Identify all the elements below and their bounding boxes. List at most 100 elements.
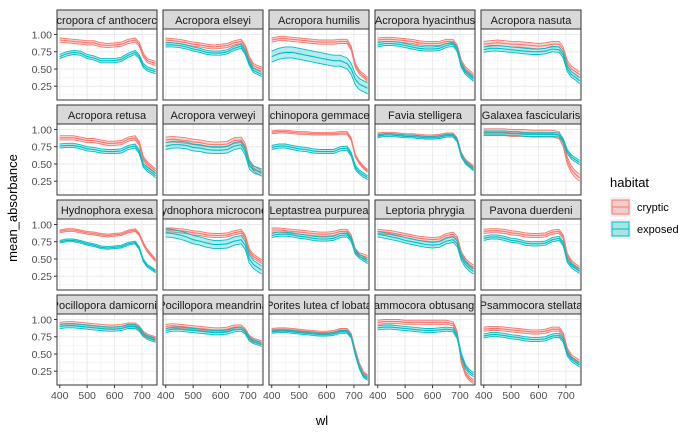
panel-border — [162, 28, 264, 101]
series-line-exposed — [271, 233, 368, 263]
facet-panel: Psammocora stellata 400 500 600 700 — [475, 294, 584, 402]
facet-strip-label: Favia stelligera — [388, 110, 463, 122]
y-tick-label: 0.50 — [32, 349, 53, 361]
panel-border — [162, 123, 264, 196]
ribbon-lower-line-cryptic — [165, 327, 262, 346]
legend-key-cryptic: cryptic — [610, 197, 669, 217]
facet-panel: Leptastrea purpurea — [268, 199, 370, 291]
ribbon-upper-line-cryptic — [59, 321, 156, 338]
y-tick-label: 1.00 — [32, 30, 53, 42]
ribbon-lower-line-cryptic — [165, 231, 262, 265]
ribbon-upper-line-cryptic — [59, 37, 156, 62]
ribbon-upper-line-exposed — [165, 42, 262, 73]
series-line-cryptic — [377, 38, 474, 77]
panel-border — [268, 28, 370, 101]
ribbon-lower-line-exposed — [165, 46, 262, 78]
ribbon-exposed — [59, 143, 156, 178]
y-tick-label: 0.25 — [32, 271, 53, 283]
series-line-exposed — [165, 144, 262, 173]
ribbon-upper-line-cryptic — [271, 129, 368, 170]
ribbon-upper-line-cryptic — [483, 128, 580, 175]
ribbon-cryptic — [483, 128, 580, 182]
ribbon-upper-line-exposed — [271, 231, 368, 261]
panel-border — [374, 28, 476, 101]
series-line-exposed — [483, 132, 580, 164]
panel-border — [480, 28, 582, 101]
ribbon-lower-line-cryptic — [59, 230, 156, 262]
ribbon-lower-line-cryptic — [271, 40, 368, 82]
ribbon-cryptic — [483, 228, 580, 271]
facet-panel: Acropora nasuta — [480, 9, 582, 101]
y-tick-label: 1.00 — [32, 220, 53, 232]
panel-border — [56, 313, 158, 386]
x-tick-label: 500 — [502, 390, 520, 402]
y-tick-label: 1.00 — [32, 125, 53, 137]
ribbon-upper-line-cryptic — [165, 323, 262, 342]
y-tick-label: 1.00 — [32, 315, 53, 327]
ribbon-upper-line-exposed — [271, 46, 368, 84]
series-line-cryptic — [165, 325, 262, 344]
ribbon-exposed — [165, 42, 262, 77]
x-tick-label: 700 — [239, 390, 257, 402]
facet-strip-label: Leptoria phrygia — [386, 205, 466, 217]
panel-border — [374, 218, 476, 291]
ribbon-lower-line-cryptic — [377, 323, 474, 384]
x-tick-label: 500 — [78, 390, 96, 402]
ribbon-upper-line-cryptic — [165, 227, 262, 261]
facet-strip-label: Acropora verweyi — [171, 110, 256, 122]
x-tick-label: 700 — [557, 390, 575, 402]
y-tick-label: 0.50 — [32, 159, 53, 171]
ribbon-upper-line-exposed — [377, 133, 474, 169]
x-tick-label: 700 — [451, 390, 469, 402]
panel-border — [480, 313, 582, 386]
series-line-cryptic — [271, 131, 368, 172]
y-tick-label: 0.50 — [32, 64, 53, 76]
ribbon-upper-line-cryptic — [483, 228, 580, 267]
facet-strip-label: Psammocora stellata — [480, 300, 584, 312]
ribbon-upper-line-exposed — [59, 142, 156, 174]
series-line-cryptic — [59, 229, 157, 261]
y-tick-label: 0.50 — [32, 254, 53, 266]
series-line-cryptic — [271, 38, 368, 80]
ribbon-lower-line-exposed — [483, 336, 580, 368]
y-tick-label: 0.25 — [32, 81, 53, 93]
ribbon-upper-line-exposed — [483, 45, 580, 79]
ribbon-lower-line-cryptic — [59, 41, 156, 66]
ribbon-exposed — [59, 50, 156, 74]
series-line-cryptic — [59, 137, 156, 172]
series-line-exposed — [165, 44, 262, 75]
ribbon-exposed — [483, 130, 580, 165]
panel-border — [56, 28, 158, 101]
facet-panel: Acropora retusa 0.25 0.50 0.75 1.00 — [32, 104, 158, 196]
series-line-exposed — [59, 51, 156, 73]
facet-panel: Acropora humilis — [268, 9, 370, 101]
ribbon-exposed — [271, 232, 368, 264]
y-axis-title: mean_absorbance — [5, 154, 20, 262]
facet-panel: Echinopora gemmacea — [268, 104, 370, 196]
facet-strip-label: Pavona duerdeni — [489, 205, 572, 217]
series-line-exposed — [59, 144, 156, 177]
y-tick-label: 0.75 — [32, 332, 53, 344]
legend-label: cryptic — [637, 202, 669, 214]
series-line-cryptic — [483, 230, 580, 270]
ribbon-upper-line-cryptic — [165, 135, 262, 172]
ribbon-upper-line-exposed — [483, 234, 580, 270]
y-tick-label: 0.25 — [32, 176, 53, 188]
ribbon-lower-line-exposed — [271, 235, 368, 265]
facet-strip-label: Galaxea fascicularis — [482, 110, 581, 122]
ribbon-upper-line-exposed — [59, 238, 156, 271]
facet-strip-label: Hydnophora microconos — [153, 205, 273, 217]
ribbon-upper-line-exposed — [377, 230, 474, 269]
series-line-exposed — [377, 42, 474, 80]
ribbon-lower-line-exposed — [165, 147, 262, 177]
ribbon-exposed — [483, 45, 580, 84]
ribbon-upper-line-cryptic — [483, 39, 580, 73]
x-tick-label: 600 — [530, 390, 548, 402]
series-line-exposed — [271, 145, 368, 179]
facet-strip-label: Acropora cf anthocercis — [49, 15, 165, 27]
facet-panel: Galaxea fascicularis — [480, 104, 582, 196]
series-line-exposed — [59, 239, 156, 272]
series-line-exposed — [377, 233, 474, 272]
legend-key-exposed: exposed — [610, 219, 679, 239]
